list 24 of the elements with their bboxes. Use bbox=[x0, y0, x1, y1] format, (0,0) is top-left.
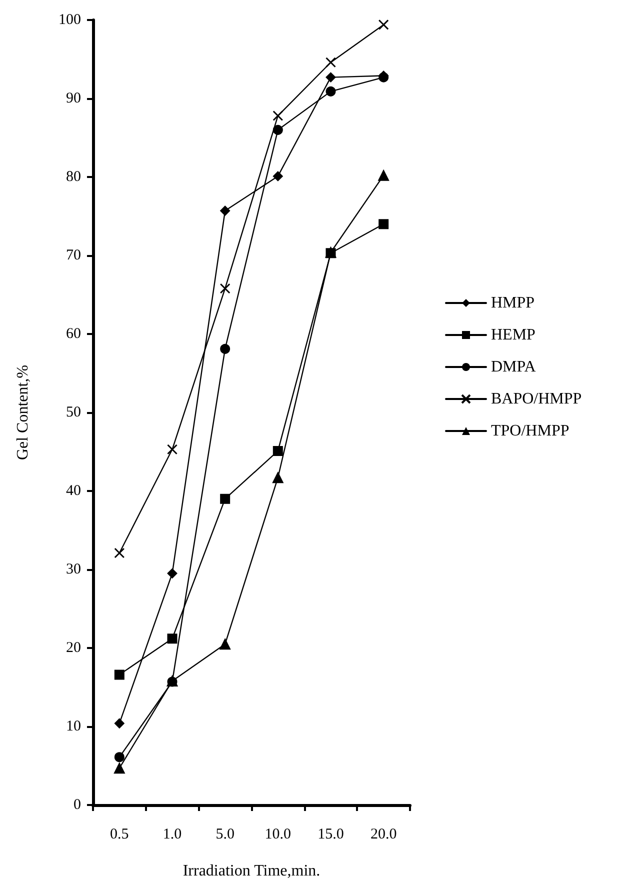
legend-label: HEMP bbox=[491, 326, 536, 344]
y-tick-label: 100 bbox=[58, 12, 81, 28]
y-tick-label: 90 bbox=[66, 90, 81, 106]
y-tick-label: 80 bbox=[66, 169, 81, 185]
x-tick-label: 15.0 bbox=[318, 826, 344, 842]
y-tick-label: 60 bbox=[66, 326, 81, 342]
x-tick-label: 1.0 bbox=[162, 826, 182, 842]
y-tick-label: 30 bbox=[66, 562, 81, 578]
x-tick-label: 10.0 bbox=[264, 826, 292, 842]
legend-label: DMPA bbox=[491, 358, 536, 376]
legend-label: TPO/HMPP bbox=[491, 422, 570, 440]
x-tick-label: 5.0 bbox=[216, 826, 234, 842]
y-tick-label: 10 bbox=[66, 718, 81, 734]
x-tick-label: 20.0 bbox=[370, 826, 397, 842]
y-tick-label: 0 bbox=[74, 797, 81, 813]
x-axis-title: Irradiation Time,min. bbox=[182, 862, 320, 880]
y-axis-title: Gel Content,% bbox=[14, 364, 32, 460]
legend-label: BAPO/HMPP bbox=[491, 390, 582, 408]
y-tick-label: 50 bbox=[66, 404, 81, 420]
y-tick-label: 40 bbox=[66, 483, 81, 499]
y-tick-label: 70 bbox=[66, 248, 81, 264]
x-tick-label: 0.5 bbox=[110, 826, 129, 842]
legend-label: HMPP bbox=[491, 294, 535, 312]
y-tick-label: 20 bbox=[66, 640, 81, 656]
